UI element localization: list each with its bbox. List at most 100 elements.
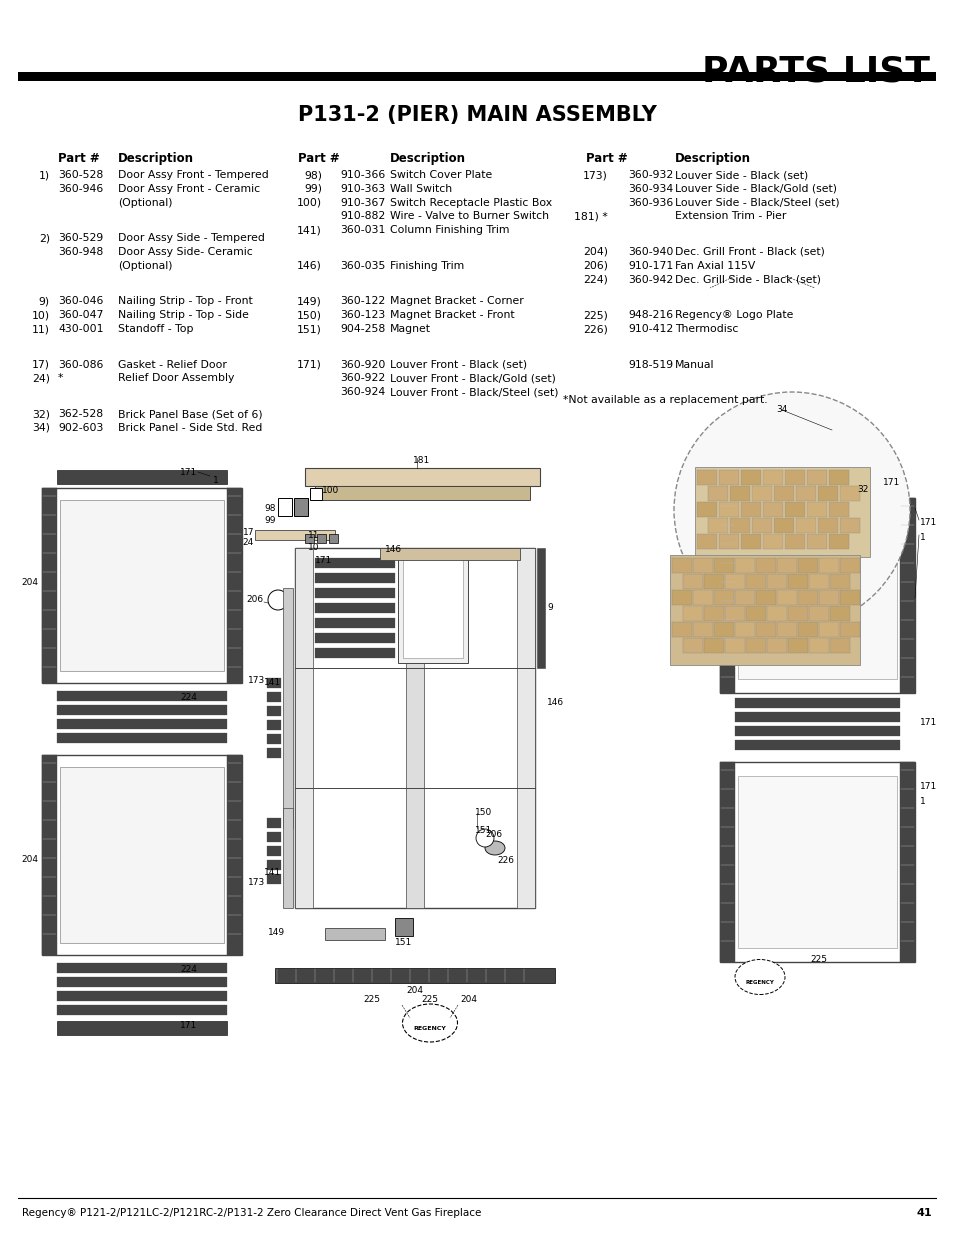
Bar xyxy=(310,488,322,500)
Text: 98: 98 xyxy=(264,504,275,513)
Bar xyxy=(734,713,899,722)
Text: Part #: Part # xyxy=(586,152,627,165)
Text: 225): 225) xyxy=(582,310,607,320)
Bar xyxy=(697,471,717,485)
Bar xyxy=(692,558,712,573)
Bar xyxy=(517,548,535,908)
Text: Louver Front - Black/Gold (set): Louver Front - Black/Gold (set) xyxy=(390,373,556,383)
Bar xyxy=(57,977,227,987)
Bar xyxy=(42,488,57,683)
Text: 181: 181 xyxy=(413,456,430,466)
Text: 360-940: 360-940 xyxy=(627,247,673,257)
Circle shape xyxy=(673,391,909,629)
Bar xyxy=(42,488,242,683)
Bar xyxy=(305,534,314,543)
Text: Relief Door Assembly: Relief Door Assembly xyxy=(118,373,234,383)
Bar xyxy=(840,487,859,501)
Bar xyxy=(397,553,468,663)
Text: 430-001: 430-001 xyxy=(58,324,103,333)
Bar xyxy=(57,1021,227,1035)
Bar xyxy=(808,606,828,621)
Text: Nailing Strip - Top - Front: Nailing Strip - Top - Front xyxy=(118,296,253,306)
Text: 2): 2) xyxy=(39,233,50,243)
Text: 910-367: 910-367 xyxy=(339,198,385,207)
Bar xyxy=(316,534,326,543)
Text: Louver Front - Black/Steel (set): Louver Front - Black/Steel (set) xyxy=(390,388,558,398)
Bar xyxy=(267,692,281,701)
Text: 173: 173 xyxy=(248,878,265,887)
Bar xyxy=(762,471,782,485)
Text: (Optional): (Optional) xyxy=(118,198,172,207)
Bar xyxy=(773,487,793,501)
Bar xyxy=(254,530,335,540)
Text: Louver Front - Black (set): Louver Front - Black (set) xyxy=(390,359,527,369)
Bar xyxy=(776,558,796,573)
Bar xyxy=(277,498,292,516)
Bar xyxy=(314,648,395,658)
Bar xyxy=(808,574,828,589)
Bar xyxy=(703,606,723,621)
Bar xyxy=(729,487,749,501)
Bar xyxy=(267,860,281,869)
Bar xyxy=(724,574,744,589)
Text: 24: 24 xyxy=(242,538,253,547)
Text: 100: 100 xyxy=(322,487,339,495)
Text: Finishing Trim: Finishing Trim xyxy=(390,261,464,270)
Bar xyxy=(899,762,914,962)
Bar xyxy=(267,874,281,884)
Text: 910-882: 910-882 xyxy=(339,211,385,221)
Text: Brick Panel - Side Std. Red: Brick Panel - Side Std. Red xyxy=(118,422,262,432)
Text: 910-363: 910-363 xyxy=(339,184,385,194)
Bar xyxy=(751,517,771,534)
Text: Louver Side - Black/Steel (set): Louver Side - Black/Steel (set) xyxy=(675,198,839,207)
Text: 151: 151 xyxy=(475,826,492,835)
Bar xyxy=(671,622,691,637)
Bar xyxy=(695,467,869,557)
Text: 206: 206 xyxy=(246,595,263,604)
Bar xyxy=(784,471,804,485)
Text: 360-035: 360-035 xyxy=(339,261,385,270)
Bar xyxy=(840,622,859,637)
Text: Part #: Part # xyxy=(298,152,339,165)
Bar xyxy=(697,534,717,550)
Text: 910-171: 910-171 xyxy=(627,261,673,270)
Bar xyxy=(829,606,849,621)
Text: 17): 17) xyxy=(32,359,50,369)
Text: Magnet Bracket - Front: Magnet Bracket - Front xyxy=(390,310,514,320)
Text: 173): 173) xyxy=(582,170,607,180)
Text: Louver Side - Black/Gold (set): Louver Side - Black/Gold (set) xyxy=(675,184,836,194)
Text: Column Finishing Trim: Column Finishing Trim xyxy=(390,225,509,235)
Text: 360-924: 360-924 xyxy=(339,388,385,398)
Bar xyxy=(795,487,815,501)
Bar xyxy=(795,517,815,534)
Text: 141): 141) xyxy=(296,225,322,235)
Bar xyxy=(267,832,281,842)
Text: 360-934: 360-934 xyxy=(627,184,673,194)
Ellipse shape xyxy=(402,1004,457,1042)
Text: 41: 41 xyxy=(916,1208,931,1218)
Bar xyxy=(60,500,224,671)
Bar xyxy=(840,517,859,534)
Circle shape xyxy=(268,590,288,610)
Bar xyxy=(784,501,804,517)
Text: 11: 11 xyxy=(308,531,319,540)
Bar xyxy=(808,638,828,653)
Text: Switch Receptacle Plastic Box: Switch Receptacle Plastic Box xyxy=(390,198,552,207)
Text: 32: 32 xyxy=(856,485,867,494)
Text: Standoff - Top: Standoff - Top xyxy=(118,324,193,333)
Text: Brick Panel Base (Set of 6): Brick Panel Base (Set of 6) xyxy=(118,409,262,419)
Bar xyxy=(294,498,308,516)
Text: 360-936: 360-936 xyxy=(627,198,673,207)
Bar xyxy=(57,471,227,484)
Bar xyxy=(720,498,734,693)
Text: Nailing Strip - Top - Side: Nailing Strip - Top - Side xyxy=(118,310,249,320)
Bar xyxy=(267,720,281,730)
Bar xyxy=(395,918,413,936)
Text: 1: 1 xyxy=(919,534,924,542)
Bar xyxy=(314,588,395,598)
Text: 206): 206) xyxy=(582,261,607,270)
Bar xyxy=(766,638,786,653)
Bar xyxy=(840,590,859,605)
Text: 9: 9 xyxy=(546,603,552,613)
Text: 910-366: 910-366 xyxy=(339,170,385,180)
